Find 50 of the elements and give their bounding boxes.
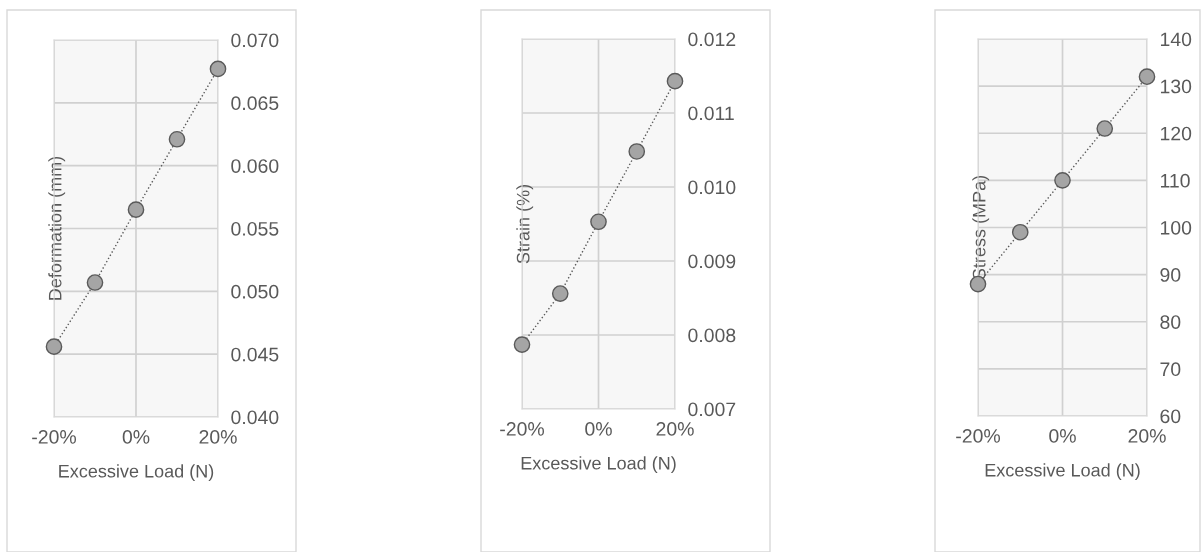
y-tick-label: 120 [1160,126,1192,141]
y-tick-label: 0.060 [231,159,279,173]
point [168,130,186,148]
y-tick-label: 0.055 [231,221,279,236]
y-tick-label: 100 [1160,220,1192,235]
x-tick-label: -20% [956,429,1001,443]
x-axis-title: Excessive Load (N) [521,456,676,474]
point [590,213,607,231]
y-tick-label: 110 [1160,173,1190,188]
x-tick-label: -20% [32,430,77,444]
y-tick-label: 70 [1160,362,1181,377]
x-axis-title: Excessive Load (N) [59,464,214,482]
y-tick-label: 140 [1160,32,1192,47]
x-axis-title: Excessive Load (N) [985,463,1140,481]
y-tick-label: 0.045 [231,347,279,362]
x-tick-label: -20% [500,422,545,436]
x-tick-label: 20% [1128,429,1166,443]
y-tick-label: 0.012 [688,32,736,47]
y-tick-label: 60 [1160,409,1181,424]
y-tick-label: 0.009 [688,254,736,269]
y-tick-label: 80 [1160,315,1181,329]
x-tick-label: 0% [585,422,612,436]
point [86,274,104,291]
y-tick-label: 0.010 [688,180,736,195]
y-tick-label: 0.050 [231,284,279,299]
point [1054,172,1071,189]
point [45,338,63,355]
y-tick-label: 0.011 [688,106,734,121]
point [666,72,684,90]
point [628,143,646,160]
y-tick-label: 0.070 [231,33,279,48]
point [127,201,145,218]
x-tick-label: 0% [1049,429,1076,443]
point [1096,120,1114,137]
x-tick-label: 0% [122,430,150,444]
y-tick-label: 0.007 [688,402,736,417]
point [1011,223,1029,241]
y-tick-label: 0.008 [688,328,736,343]
y-axis-title: Strain (%) [516,184,534,264]
y-tick-label: 90 [1160,268,1181,282]
y-tick-label: 0.065 [231,96,279,111]
point [1138,68,1156,86]
point [513,336,531,353]
x-tick-label: 20% [656,422,694,436]
x-tick-label: 20% [199,430,237,444]
point [551,285,569,302]
y-axis-title: Deformation (mm) [48,156,66,300]
y-tick-label: 130 [1160,79,1192,94]
point [209,60,227,78]
y-tick-label: 0.040 [231,410,279,425]
